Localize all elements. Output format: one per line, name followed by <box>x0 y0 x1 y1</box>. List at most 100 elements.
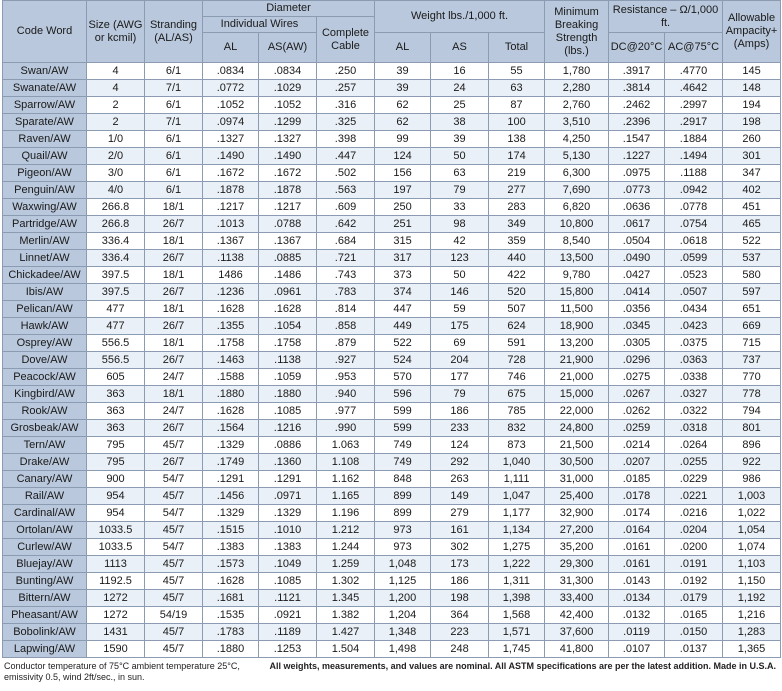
cell-resistance-ac-75c: .0599 <box>664 249 724 267</box>
cell-diameter-al: .1236 <box>202 283 259 301</box>
cell-weight-total: 100 <box>488 113 546 131</box>
cell-complete-cable: .250 <box>315 62 376 80</box>
cell-diameter-al: .1588 <box>202 368 259 386</box>
cell-weight-total: 1,047 <box>488 487 546 505</box>
cell-stranding: 18/1 <box>144 334 203 352</box>
header-diameter-al: AL <box>202 32 259 63</box>
cell-min-breaking-strength: 15,800 <box>544 283 610 301</box>
cell-allowable-ampacity: 737 <box>722 351 782 369</box>
cell-weight-al: 251 <box>374 215 432 233</box>
cell-complete-cable: 1.165 <box>315 487 376 505</box>
cell-min-breaking-strength: 2,760 <box>544 96 610 114</box>
cell-min-breaking-strength: 22,000 <box>544 402 610 420</box>
cell-allowable-ampacity: 1,074 <box>722 538 782 556</box>
cell-size: 2 <box>86 96 145 114</box>
footnotes: Conductor temperature of 75°C ambient te… <box>2 661 780 691</box>
cell-weight-as: 279 <box>430 504 490 522</box>
table-row: Pelican/AW 477 18/1.1628.1628.814 447 59 507 1… <box>2 300 782 318</box>
cell-weight-total: 591 <box>488 334 546 352</box>
cell-resistance-dc-20c: .0207 <box>608 453 666 471</box>
cell-stranding: 24/7 <box>144 402 203 420</box>
header-complete-cable: Complete Cable <box>315 16 376 63</box>
cell-allowable-ampacity: 145 <box>722 62 782 80</box>
cell-resistance-ac-75c: .0255 <box>664 453 724 471</box>
cell-weight-total: 422 <box>488 266 546 284</box>
cell-diameter-al: .1138 <box>202 249 259 267</box>
cell-weight-total: 675 <box>488 385 546 403</box>
cell-weight-total: 1,040 <box>488 453 546 471</box>
cell-code-word: Sparrow/AW <box>2 96 87 114</box>
cell-allowable-ampacity: 1,022 <box>722 504 782 522</box>
cell-allowable-ampacity: 260 <box>722 130 782 148</box>
cell-allowable-ampacity: 465 <box>722 215 782 233</box>
cell-resistance-ac-75c: .1494 <box>664 147 724 165</box>
cell-resistance-dc-20c: .0164 <box>608 521 666 539</box>
cell-diameter-al: .1628 <box>202 300 259 318</box>
cell-weight-as: 364 <box>430 606 490 624</box>
table-row: Swanate/AW 4 7/1.0772.1029.257 39 24 63 2,280.… <box>2 79 782 97</box>
table-row: Sparate/AW 2 7/1.0974.1299.325 62 38 100 3,510… <box>2 113 782 131</box>
cell-complete-cable: .316 <box>315 96 376 114</box>
cell-weight-total: 277 <box>488 181 546 199</box>
cell-weight-total: 55 <box>488 62 546 80</box>
table-row: Tern/AW 795 45/7.1329.0886 1.063 749 124 873 21… <box>2 436 782 454</box>
table-row: Drake/AW 795 26/7.1749.1360 1.108 749 292 1,04… <box>2 453 782 471</box>
cell-diameter-al: .1880 <box>202 640 259 658</box>
cell-weight-total: 728 <box>488 351 546 369</box>
cell-stranding: 26/7 <box>144 419 203 437</box>
cell-weight-total: 1,222 <box>488 555 546 573</box>
cell-weight-total: 440 <box>488 249 546 267</box>
cell-size: 1033.5 <box>86 538 145 556</box>
cell-weight-al: 197 <box>374 181 432 199</box>
cell-code-word: Drake/AW <box>2 453 87 471</box>
cell-weight-al: 524 <box>374 351 432 369</box>
cell-size: 477 <box>86 300 145 318</box>
cell-min-breaking-strength: 32,900 <box>544 504 610 522</box>
cell-weight-as: 16 <box>430 62 490 80</box>
cell-resistance-ac-75c: .0363 <box>664 351 724 369</box>
cell-weight-as: 38 <box>430 113 490 131</box>
cell-diameter-as-aw: .1216 <box>258 419 317 437</box>
cell-resistance-dc-20c: .0178 <box>608 487 666 505</box>
cell-min-breaking-strength: 1,780 <box>544 62 610 80</box>
cell-resistance-dc-20c: .0143 <box>608 572 666 590</box>
cell-stranding: 26/7 <box>144 215 203 233</box>
cell-stranding: 18/1 <box>144 198 203 216</box>
cell-stranding: 6/1 <box>144 62 203 80</box>
cell-stranding: 6/1 <box>144 130 203 148</box>
cell-allowable-ampacity: 1,150 <box>722 572 782 590</box>
cell-allowable-ampacity: 198 <box>722 113 782 131</box>
table-row: Bobolink/AW 1431 45/7.1783.1189 1.427 1,348 2… <box>2 623 782 641</box>
cell-weight-total: 283 <box>488 198 546 216</box>
cell-size: 2/0 <box>86 147 145 165</box>
cell-weight-as: 42 <box>430 232 490 250</box>
cell-diameter-al: .1367 <box>202 232 259 250</box>
cell-allowable-ampacity: 1,003 <box>722 487 782 505</box>
cell-stranding: 26/7 <box>144 249 203 267</box>
cell-code-word: Ibis/AW <box>2 283 87 301</box>
cell-min-breaking-strength: 13,500 <box>544 249 610 267</box>
cell-diameter-al: .1573 <box>202 555 259 573</box>
cell-stranding: 18/1 <box>144 385 203 403</box>
cell-weight-as: 233 <box>430 419 490 437</box>
cell-weight-as: 198 <box>430 589 490 607</box>
cell-allowable-ampacity: 794 <box>722 402 782 420</box>
cell-resistance-dc-20c: .0296 <box>608 351 666 369</box>
cell-stranding: 45/7 <box>144 436 203 454</box>
cell-stranding: 54/7 <box>144 470 203 488</box>
cell-code-word: Partridge/AW <box>2 215 87 233</box>
cell-resistance-dc-20c: .0119 <box>608 623 666 641</box>
cell-resistance-dc-20c: .0107 <box>608 640 666 658</box>
cell-resistance-ac-75c: .4770 <box>664 62 724 80</box>
cell-weight-al: 749 <box>374 436 432 454</box>
cell-weight-al: 315 <box>374 232 432 250</box>
cell-allowable-ampacity: 1,054 <box>722 521 782 539</box>
cell-min-breaking-strength: 18,900 <box>544 317 610 335</box>
cell-weight-total: 832 <box>488 419 546 437</box>
cell-weight-al: 596 <box>374 385 432 403</box>
cell-resistance-ac-75c: .0192 <box>664 572 724 590</box>
cell-resistance-ac-75c: .0523 <box>664 266 724 284</box>
cell-complete-cable: 1.244 <box>315 538 376 556</box>
cell-diameter-as-aw: .1189 <box>258 623 317 641</box>
cell-weight-total: 349 <box>488 215 546 233</box>
